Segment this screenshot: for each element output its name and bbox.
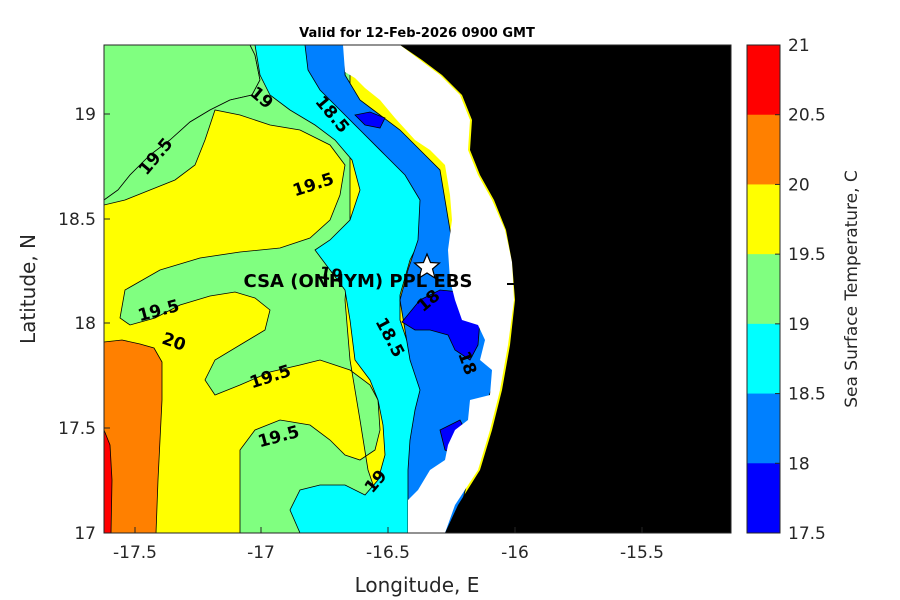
sst-band-18-18_5: [304, 45, 496, 533]
y-tick-label: 19: [74, 105, 96, 125]
land-mass: [400, 45, 731, 533]
colorbar: [747, 45, 780, 534]
colorbar-segment: [747, 45, 780, 116]
y-axis-label: Latitude, N: [16, 234, 40, 344]
colorbar-frame: [746, 44, 781, 534]
site-label: CSA (ONHYM) PPL EBS: [244, 271, 473, 292]
colorbar-label: Sea Surface Temperature, C: [842, 170, 862, 408]
colorbar-segment: [747, 254, 780, 325]
x-tick-label: -16: [501, 543, 529, 563]
colorbar-tick-label: 21: [788, 36, 810, 56]
colorbar-tick-label: 20.5: [788, 106, 826, 126]
x-tick-label: -15.5: [620, 543, 664, 563]
x-tick-label: -16.5: [366, 543, 410, 563]
y-tick-label: 18: [74, 314, 96, 334]
no-data-coastal-strip: [343, 45, 514, 533]
x-axis-label: Longitude, E: [355, 573, 480, 597]
colorbar-tick-label: 17.5: [788, 524, 826, 544]
x-tick-label: -17: [247, 543, 275, 563]
colorbar-segment: [747, 114, 780, 185]
colorbar-tick-label: 20: [788, 175, 810, 195]
colorbar-segment: [747, 393, 780, 464]
y-tick-label: 17.5: [58, 419, 96, 439]
y-tick-label: 18.5: [58, 210, 96, 230]
sst-band-17_5-18-north: [354, 111, 386, 129]
colorbar-segment: [747, 323, 780, 395]
sst-band-20-20_5: [104, 339, 163, 533]
contour-label: 19: [317, 263, 344, 287]
figure-title: Valid for 12-Feb-2026 0900 GMT: [299, 26, 535, 41]
colorbar-tick-labels: 21 20.5 20 19.5 19 18.5 18 17.5: [775, 36, 826, 544]
y-tick-label: 17: [74, 524, 96, 544]
colorbar-tick-label: 19: [788, 315, 810, 335]
plot-frame: [103, 44, 732, 534]
map-area: [104, 45, 731, 533]
colorbar-tick-label: 18: [788, 454, 810, 474]
axis-tick-marks: [104, 113, 643, 533]
sst-band-19-19_5: [104, 45, 406, 533]
x-tick-label: -17.5: [113, 543, 157, 563]
colorbar-tick-label: 19.5: [788, 245, 826, 265]
colorbar-segment: [747, 184, 780, 255]
colorbar-tick-label: 18.5: [788, 385, 826, 405]
colorbar-segment: [747, 463, 780, 534]
sst-band-20_5-21: [104, 429, 113, 533]
site-star-icon[interactable]: [412, 252, 442, 280]
